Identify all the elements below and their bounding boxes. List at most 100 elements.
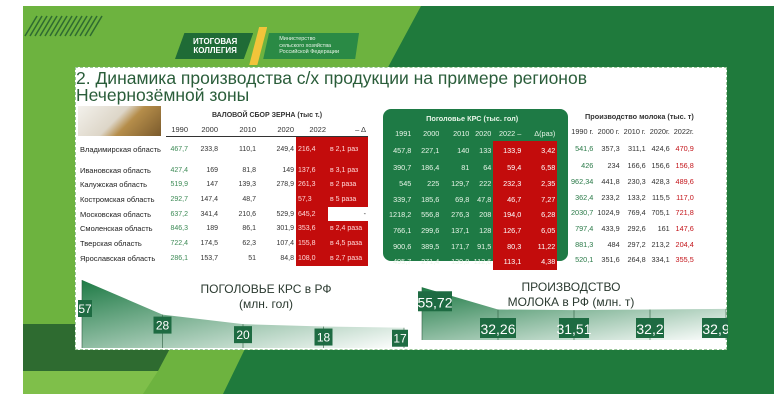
cell: 133,2 [627, 192, 646, 202]
cell: 233,8 [200, 146, 218, 154]
column-header: 2022 – [499, 128, 522, 138]
data-label-box [153, 316, 172, 334]
cell: 46,7 [493, 191, 524, 208]
cell: 210,6 [238, 210, 256, 218]
cell: 91,5 [477, 241, 492, 251]
cell: 48,7 [242, 195, 256, 203]
cell: 276,3 [451, 210, 470, 220]
cell: 137,1 [451, 226, 470, 236]
cell: 47,8 [477, 194, 492, 204]
wheat-image [78, 106, 161, 136]
cell: 441,8 [601, 177, 620, 187]
cell: 166,6 [627, 161, 646, 171]
cell: 427,4 [170, 166, 188, 174]
cell: 194,0 [493, 207, 524, 223]
cell: 645,2 [296, 206, 328, 222]
cell: 139,3 [238, 181, 256, 189]
cell: 222 [479, 179, 492, 189]
cell: 520,1 [575, 255, 594, 265]
table-row: Московская область 637,2 341,4 210,6 529,9 64… [78, 206, 368, 222]
cell: 230,3 [627, 177, 646, 187]
cell: 64 [483, 163, 492, 173]
cell: 311,1 [628, 144, 646, 153]
grain-caption: ВАЛОВОЙ СБОР ЗЕРНА (тыс т.) [211, 111, 323, 119]
cell: 153,7 [200, 254, 218, 262]
cell: 126,7 [493, 222, 524, 239]
cell: 292,7 [170, 195, 188, 203]
table-row: 2030,7 1024,9 769,4 705,1 721,8 [569, 205, 696, 221]
data-label-box [234, 326, 252, 344]
cell: 637,2 [170, 210, 188, 218]
cell: 115,5 [652, 192, 670, 202]
cell: 147,4 [200, 195, 218, 203]
cell: 81 [461, 163, 470, 173]
cattle-box: Поголовье КРС (тыс. гол) 1991 2000 2010 2020… [383, 109, 568, 270]
table-row: 545 225 129,7 222 232,3 2,35 [387, 175, 558, 192]
cell: 216,4 [296, 136, 328, 163]
cell: 1024,9 [597, 208, 620, 218]
column-header: 2000 г. [597, 126, 620, 136]
cell: 362,4 [575, 192, 594, 202]
cell: 301,9 [276, 225, 294, 233]
cell: 113,1 [493, 254, 524, 270]
cell: 147,6 [675, 224, 694, 234]
cell: 107,4 [276, 239, 294, 247]
cell: 797,4 [575, 224, 594, 234]
chart-title-cattle: ПОГОЛОВЬЕ КРС в РФ (млн. гол) [200, 282, 332, 311]
cell: 81,8 [242, 166, 256, 174]
cell: 4,38 [523, 254, 558, 270]
column-header: 2022г. [673, 126, 694, 136]
cell: в 3,1 раз [328, 162, 368, 178]
cell: 271,4 [421, 257, 440, 267]
table-row: 495,7 271,4 139,8 112,6 113,1 4,38 [387, 254, 558, 270]
column-header: 2020 [475, 128, 492, 138]
charts: 57 28 20 18 17 55,72 32,26 31,51 32,2 32,9 [78, 280, 728, 348]
column-header: – Δ [328, 122, 368, 138]
cell: 232,3 [493, 175, 524, 192]
cell: 355,5 [675, 255, 694, 265]
cell: 6,28 [523, 207, 558, 223]
cell: 846,3 [170, 225, 188, 233]
cell: 140 [457, 146, 470, 155]
cell: 171,7 [451, 241, 470, 251]
cell: 339,7 [393, 194, 412, 204]
table-row: 1218,2 556,8 276,3 208 194,0 6,28 [387, 207, 558, 223]
cell: 484 [607, 239, 620, 249]
cell: 133,9 [493, 141, 524, 160]
cell: 133 [479, 146, 492, 155]
cell: 11,22 [523, 238, 558, 255]
cell: 186,4 [421, 163, 440, 173]
cell: 390,7 [393, 163, 412, 173]
ministry-line: сельского хозяйства [279, 42, 332, 49]
cell: 278,9 [276, 181, 294, 189]
milk-caption: Производство молока (тыс. т) [585, 111, 694, 121]
cell: 147 [206, 181, 218, 189]
column-header: 2010 [453, 128, 470, 138]
cell: 353,6 [296, 221, 328, 237]
cell: 426 [581, 161, 594, 171]
cell: 174,5 [200, 239, 218, 247]
cell: 467,7 [170, 146, 188, 154]
cell: 264,8 [627, 255, 646, 265]
cell: 161 [657, 224, 670, 234]
cell: 227,1 [421, 146, 440, 155]
cell: 766,1 [393, 226, 412, 236]
table-row: 541,6 357,3 311,1 424,6 470,9 [569, 139, 696, 158]
cell: 57,3 [296, 192, 328, 207]
table-row: Ивановская область 427,4 169 81,8 149 137,6 в … [78, 162, 368, 178]
cell: в 5 раза [328, 192, 368, 207]
cell: 299,6 [421, 226, 440, 236]
cell: 769,4 [627, 208, 646, 218]
cell: 357,3 [601, 144, 620, 153]
column-header: 2000 [423, 128, 440, 138]
cell: 234 [607, 161, 620, 171]
table-row: Калужская область 519,9 147 139,3 278,9 261,3… [78, 177, 368, 193]
table-row: 766,1 299,6 137,1 128 126,7 6,05 [387, 222, 558, 239]
cell: 208 [479, 210, 492, 220]
cell: 156,6 [651, 161, 670, 171]
cell: 881,3 [575, 239, 594, 249]
data-label: 28 [156, 319, 170, 333]
cell: 69,8 [455, 194, 470, 204]
cell: в 2 раза [328, 177, 368, 193]
region-name: Владимирская область [80, 144, 161, 154]
